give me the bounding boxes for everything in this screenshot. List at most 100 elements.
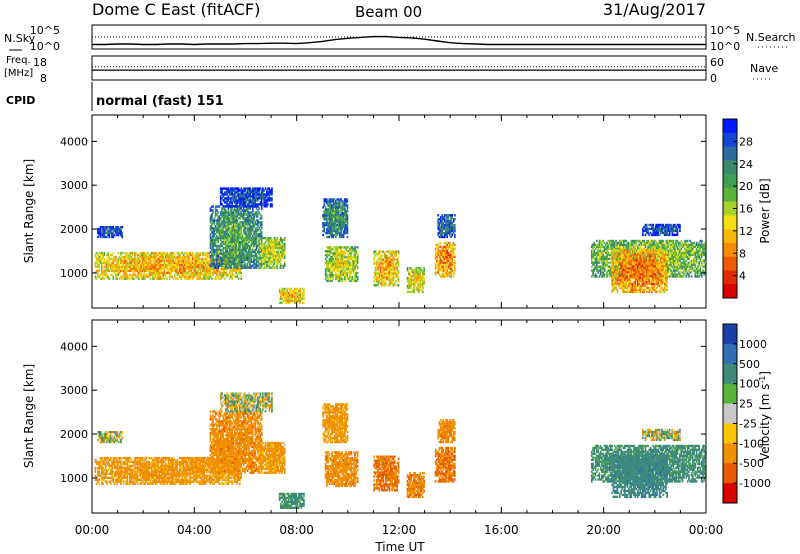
- data-cell-0-10: [454, 266, 456, 268]
- data-cell-0-0: [192, 252, 194, 254]
- data-cell-0-8: [398, 251, 400, 253]
- data-cell-0-2: [261, 231, 263, 233]
- data-cell-0-8: [385, 282, 387, 284]
- noise-left-tick-bottom: 10^0: [30, 40, 60, 53]
- data-cell-0-9: [423, 267, 425, 269]
- data-cell-0-0: [240, 272, 242, 274]
- data-cell-0-0: [240, 276, 242, 278]
- data-cell-0-8: [398, 276, 400, 278]
- noise-search-label: N.Search: [746, 31, 796, 44]
- freq-left-tick-bottom: 8: [40, 72, 47, 85]
- data-cell-0-0: [224, 278, 226, 280]
- data-cell-0-4: [284, 261, 286, 263]
- data-cell-0-0: [113, 252, 115, 254]
- data-cell-0-5: [303, 302, 305, 304]
- data-cell-0-12: [596, 240, 598, 242]
- data-cell-0-0: [238, 278, 240, 280]
- data-cell-0-11: [454, 214, 456, 216]
- data-cell-0-1: [121, 226, 123, 228]
- data-cell-0-6: [357, 266, 359, 268]
- beam-label: Beam 00: [355, 3, 422, 21]
- data-cell-0-10: [454, 248, 456, 250]
- data-cell-0-0: [113, 276, 115, 278]
- noise-sky-line: [92, 37, 706, 45]
- freq-label-line2: [MHz]: [4, 68, 33, 79]
- data-cell-0-11: [437, 214, 439, 216]
- data-cell-0-8: [398, 270, 400, 272]
- data-cell-0-1: [121, 232, 123, 234]
- data-cell-0-7: [347, 236, 349, 238]
- data-cell-0-11: [454, 234, 456, 236]
- data-cell-0-8: [398, 284, 400, 286]
- data-cell-0-10: [454, 244, 456, 246]
- data-cell-0-0: [104, 258, 106, 260]
- data-cell-0-2: [261, 221, 263, 223]
- data-cell-0-3: [271, 187, 273, 189]
- data-cell-0-9: [423, 277, 425, 279]
- data-cell-0-8: [395, 280, 397, 282]
- data-cell-0-6: [357, 252, 359, 254]
- data-cell-0-0: [150, 278, 152, 280]
- data-cell-0-2: [212, 205, 214, 207]
- figure-title: Dome C East (fitACF): [92, 0, 260, 19]
- data-cell-0-3: [271, 197, 273, 199]
- data-cell-0-8: [398, 257, 400, 259]
- data-cell-0-5: [279, 288, 281, 290]
- cpid-label: CPID: [6, 94, 35, 107]
- data-cell-0-2: [212, 209, 214, 211]
- data-cell-0-6: [352, 276, 354, 278]
- noise-right-tick-top: 10^5: [710, 24, 740, 37]
- data-cell-0-11: [454, 224, 456, 226]
- data-cell-0-0: [166, 278, 168, 280]
- data-cell-0-7: [347, 198, 349, 200]
- nave-right-tick-bottom: 0: [710, 72, 717, 85]
- data-cell-0-4: [261, 267, 263, 269]
- data-cell-0-9: [407, 267, 409, 269]
- data-cell-0-0: [104, 252, 106, 254]
- data-cell-0-6: [357, 272, 359, 274]
- data-cell-0-11: [451, 214, 453, 216]
- data-cell-0-3: [267, 203, 269, 205]
- data-cell-0-5: [284, 288, 286, 290]
- data-cell-0-2: [261, 215, 263, 217]
- data-cell-0-0: [199, 252, 201, 254]
- data-cell-0-12: [596, 275, 598, 277]
- frequency-panel: Freq. [MHz] 18 8 60 0 Nave: [4, 55, 778, 85]
- data-cell-0-0: [211, 278, 213, 280]
- date-label: 31/Aug/2017: [603, 0, 706, 19]
- freq-left-tick-top: 18: [33, 56, 47, 69]
- data-cell-0-8: [381, 255, 383, 257]
- data-cell-0-0: [107, 252, 109, 254]
- data-cell-0-0: [174, 254, 176, 256]
- data-cell-0-0: [115, 256, 117, 258]
- data-cell-0-12: [604, 273, 606, 275]
- data-cell-0-0: [123, 252, 125, 254]
- data-cell-0-4: [284, 237, 286, 239]
- data-cell-0-6: [357, 276, 359, 278]
- data-cell-0-2: [258, 207, 260, 209]
- data-cell-0-10: [440, 242, 442, 244]
- nave-right-tick-top: 60: [710, 56, 724, 69]
- data-cell-0-7: [322, 234, 324, 236]
- data-cell-0-7: [347, 214, 349, 216]
- data-cell-0-3: [271, 203, 273, 205]
- data-cell-0-6: [357, 246, 359, 248]
- data-cell-0-4: [261, 241, 263, 243]
- noise-left-tick-top: 10^5: [30, 24, 60, 37]
- data-cell-0-6: [326, 274, 328, 276]
- data-cell-0-0: [118, 252, 120, 254]
- frequency-panel-frame: [92, 56, 706, 80]
- data-cell-0-10: [454, 260, 456, 262]
- nave-label: Nave: [750, 62, 778, 75]
- freq-label-line1: Freq.: [6, 55, 31, 66]
- data-cell-0-4: [260, 237, 262, 239]
- power-data-cells: [95, 187, 707, 304]
- data-cell-0-4: [284, 243, 286, 245]
- data-cell-0-11: [454, 218, 456, 220]
- data-cell-0-2: [217, 211, 219, 213]
- data-cell-0-0: [179, 252, 181, 254]
- data-cell-0-5: [299, 288, 301, 290]
- data-cell-0-8: [398, 260, 400, 262]
- data-cell-0-10: [454, 254, 456, 256]
